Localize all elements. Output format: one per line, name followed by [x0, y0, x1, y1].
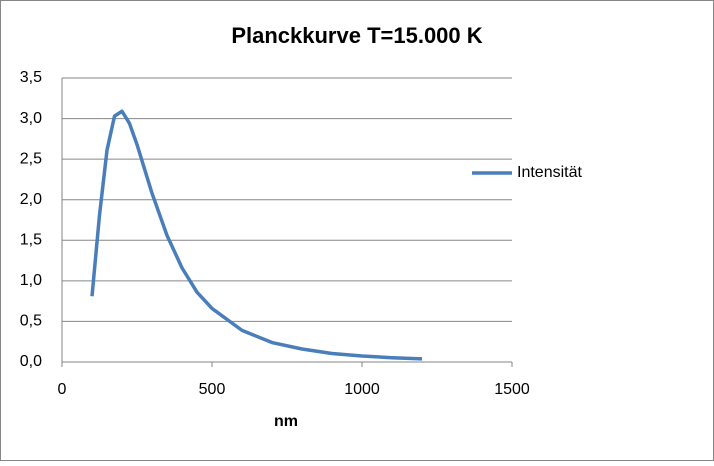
x-axis-label: nm [274, 413, 298, 430]
y-tick-label: 1,0 [20, 272, 42, 289]
legend-label: Intensität [517, 164, 582, 181]
y-tick-label: 3,0 [20, 110, 42, 127]
y-tick-label: 3,5 [20, 69, 42, 86]
data-line [90, 109, 423, 361]
chart-title: Planckkurve T=15.000 K [231, 23, 482, 48]
y-tick-label: 1,5 [20, 232, 42, 249]
y-tick-label: 2,5 [20, 150, 42, 167]
x-tick-label: 0 [58, 381, 67, 398]
x-tick-label: 1000 [344, 381, 380, 398]
y-tick-label: 0,5 [20, 313, 42, 330]
y-tick-label: 2,0 [20, 191, 42, 208]
x-tick-label: 1500 [494, 381, 530, 398]
x-tick-label: 500 [199, 381, 226, 398]
y-tick-label: 0,0 [20, 353, 42, 370]
